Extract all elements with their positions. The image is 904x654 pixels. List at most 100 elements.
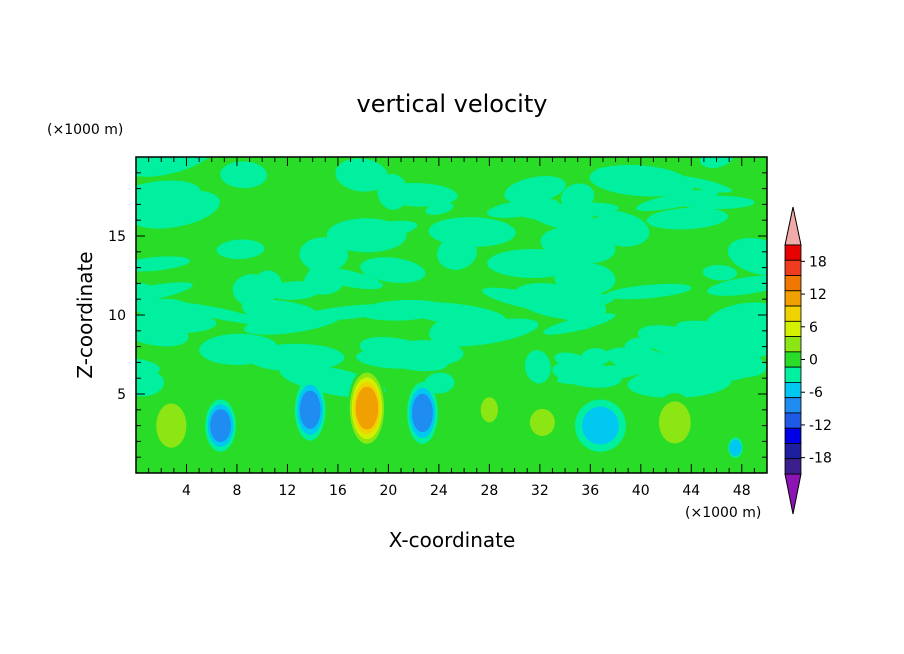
contour-feature: [407, 382, 438, 444]
contour-level: [355, 386, 379, 430]
near-zero-patch: [604, 283, 692, 300]
x-axis-title: X-coordinate: [389, 528, 516, 552]
colorbar-tick-label: 0: [809, 353, 818, 369]
x-tick-label: 16: [329, 483, 347, 499]
near-zero-patch: [363, 262, 397, 277]
y-axis-title: Z-coordinate: [73, 251, 97, 378]
near-zero-patch: [552, 360, 622, 388]
colorbar-segment: [784, 336, 802, 353]
colorbar: 18 12 6 0 -6 -12 -18: [784, 206, 832, 515]
contour-level: [480, 397, 499, 423]
contour-feature: [574, 399, 626, 452]
near-zero-patch: [593, 166, 694, 195]
contour-feature: [478, 393, 501, 427]
y-tick-label: 10: [108, 308, 126, 324]
colorbar-tick-label: 12: [809, 287, 827, 303]
colorbar-segment: [784, 443, 802, 460]
colorbar-segment: [784, 275, 802, 292]
contour-feature: [525, 404, 559, 441]
near-zero-patch: [727, 237, 767, 276]
contour-feature: [347, 367, 387, 449]
y-unit-label: (×1000 m): [47, 122, 123, 138]
near-zero-patch: [136, 369, 164, 397]
near-zero-patch: [304, 265, 346, 295]
colorbar-segment: [784, 412, 802, 429]
contour-level: [156, 403, 187, 448]
near-zero-patch: [199, 333, 279, 365]
colorbar-tick-label: 6: [809, 320, 818, 336]
x-tick-label: 36: [581, 483, 599, 499]
contour-level: [581, 406, 619, 445]
colorbar-segment: [784, 366, 802, 383]
contour-feature: [150, 394, 192, 457]
colorbar-extension-bottom: [784, 473, 802, 515]
colorbar-segment: [784, 427, 802, 444]
near-zero-patch: [606, 347, 705, 384]
y-axis: 5 10 15: [108, 172, 767, 458]
near-zero-patch: [138, 311, 217, 333]
x-tick-label: 20: [379, 483, 397, 499]
contour-feature: [653, 393, 697, 452]
x-tick-label: 32: [531, 483, 549, 499]
x-tick-label: 24: [430, 483, 448, 499]
near-zero-patch: [636, 189, 719, 212]
x-tick-label: 40: [632, 483, 650, 499]
colorbar-segment: [784, 244, 802, 261]
near-zero-patch: [592, 212, 650, 247]
near-zero-patch: [524, 350, 551, 384]
colorbar-segment: [784, 259, 802, 276]
contour-level: [299, 390, 321, 430]
near-zero-patch: [504, 176, 566, 204]
y-tick-label: 5: [117, 387, 126, 403]
x-unit-label: (×1000 m): [685, 505, 761, 521]
colorbar-segment: [784, 305, 802, 322]
near-zero-patch: [540, 227, 616, 264]
near-zero-patch: [482, 287, 573, 313]
near-zero-patch: [220, 161, 268, 189]
chart-title: vertical velocity: [357, 90, 548, 118]
near-zero-patch: [637, 325, 728, 362]
near-zero-patch: [543, 313, 616, 335]
contour-level: [529, 408, 555, 437]
near-zero-patch: [425, 202, 454, 215]
contour-level: [210, 409, 231, 443]
near-zero-patch: [136, 180, 201, 213]
colorbar-tick-label: -18: [809, 451, 832, 467]
x-tick-label: 12: [279, 483, 297, 499]
colorbar-tick-label: -12: [809, 418, 832, 434]
near-zero-patch: [702, 264, 738, 281]
near-zero-patch: [646, 207, 729, 230]
near-zero-patch: [706, 302, 767, 336]
colorbar-extension-top: [784, 206, 802, 246]
colorbar-tick-label: 18: [809, 254, 827, 270]
colorbar-segment: [784, 458, 802, 475]
colorbar-segment: [784, 381, 802, 399]
colorbar-tick-label: -6: [809, 385, 823, 401]
x-tick-label: 44: [682, 483, 700, 499]
near-zero-patch: [335, 158, 389, 192]
near-zero-patch: [486, 198, 560, 218]
near-zero-patch: [216, 239, 265, 260]
colorbar-segment: [784, 351, 802, 368]
near-zero-patch: [136, 282, 193, 307]
x-tick-label: 28: [480, 483, 498, 499]
contour-level: [729, 439, 742, 456]
colorbar-segment: [784, 320, 802, 338]
near-zero-patch: [720, 368, 749, 381]
x-tick-label: 8: [232, 483, 241, 499]
near-zero-patch: [560, 183, 595, 211]
near-zero-patch: [707, 275, 767, 296]
x-axis: 4 8 12 16 20 24 28 32 36 40 44 48: [148, 157, 755, 499]
colorbar-segment: [784, 290, 802, 307]
colorbar-segment: [784, 397, 802, 414]
near-zero-patch: [437, 235, 477, 270]
near-zero-patch: [624, 337, 652, 354]
contour-feature: [294, 378, 326, 441]
near-zero-patch: [232, 274, 276, 308]
contour-level: [658, 401, 691, 444]
contour-feature: [728, 437, 743, 459]
field-texture: [136, 157, 767, 398]
near-zero-patch: [300, 304, 398, 321]
y-tick-label: 15: [108, 229, 126, 245]
